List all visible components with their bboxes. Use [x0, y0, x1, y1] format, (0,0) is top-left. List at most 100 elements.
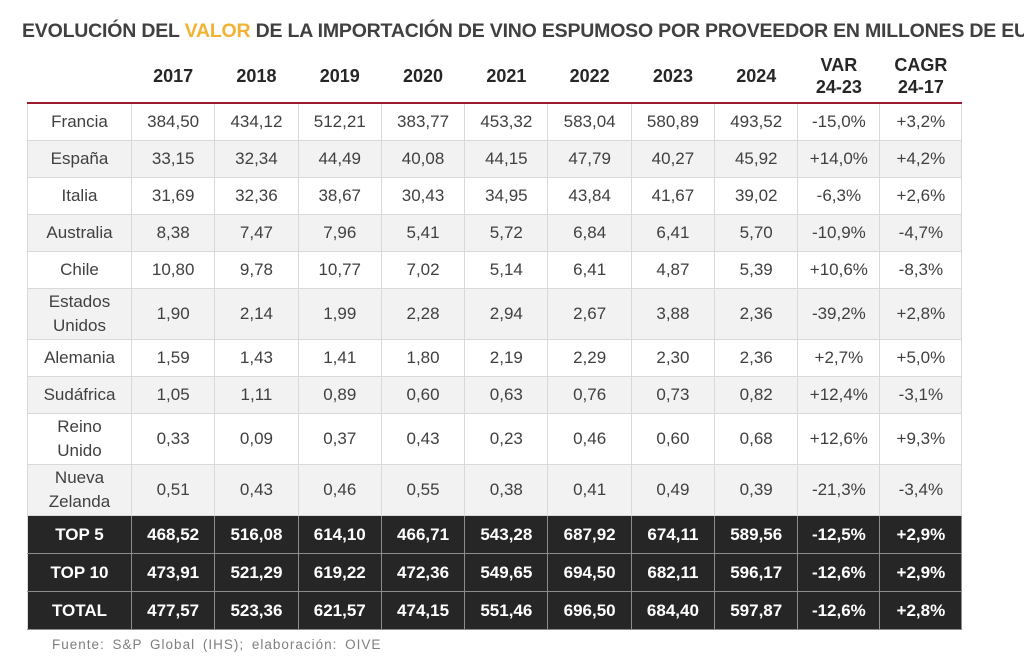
value-cell: 0,60 [381, 376, 466, 414]
total-label: TOP 5 [27, 515, 132, 554]
value-cell: 38,67 [298, 177, 382, 215]
value-cell: 2,28 [381, 288, 466, 340]
country-label-line: Alemania [44, 348, 115, 367]
value-cell: 1,05 [131, 376, 216, 414]
value-cell: 0,51 [131, 464, 216, 516]
value-cell: 2,67 [547, 288, 632, 340]
country-label-line: Chile [60, 260, 99, 279]
country-label: Nueva Zelanda [27, 464, 132, 516]
country-label: España [27, 140, 132, 178]
total-value-cell: 597,87 [714, 591, 799, 630]
var-cell: +12,4% [797, 376, 881, 414]
country-label: Alemania [27, 339, 132, 377]
value-cell: 0,63 [464, 376, 549, 414]
year-header: 2019 [319, 66, 360, 86]
total-value-cell: 696,50 [547, 591, 632, 630]
value-cell: 44,49 [298, 140, 382, 178]
var-header: VAR 24-23 [798, 50, 880, 103]
var-cell: -21,3% [797, 464, 881, 516]
value-cell: 40,27 [631, 140, 716, 178]
value-cell: 31,69 [131, 177, 216, 215]
value-cell: 5,41 [381, 214, 466, 252]
value-cell: 580,89 [631, 103, 716, 141]
value-cell: 0,33 [131, 413, 216, 465]
var-cell: -10,9% [797, 214, 881, 252]
country-label-line: Sudáfrica [43, 385, 116, 404]
total-value-cell: 543,28 [464, 515, 549, 554]
value-cell: 6,41 [631, 214, 716, 252]
country-label: Estados Unidos [27, 288, 132, 340]
value-cell: 583,04 [547, 103, 632, 141]
country-label-line: Francia [51, 112, 108, 131]
title-before: EVOLUCIÓN DEL [22, 20, 185, 42]
country-label-line: Unido [57, 441, 102, 460]
value-cell: 5,14 [464, 251, 549, 289]
value-cell: 7,47 [214, 214, 299, 252]
total-value-cell: 521,29 [214, 553, 299, 592]
value-cell: 8,38 [131, 214, 216, 252]
value-cell: 0,37 [298, 413, 382, 465]
var-cell: -39,2% [797, 288, 881, 340]
value-cell: 47,79 [547, 140, 632, 178]
value-cell: 2,36 [714, 339, 799, 377]
total-value-cell: 596,17 [714, 553, 799, 592]
title-highlight: VALOR [184, 20, 251, 42]
value-cell: 34,95 [464, 177, 549, 215]
value-cell: 5,70 [714, 214, 799, 252]
value-cell: 0,38 [464, 464, 549, 516]
total-value-cell: 621,57 [298, 591, 382, 630]
total-label: TOP 10 [27, 553, 132, 592]
table-row: Estados Unidos 1,90 2,14 1,99 2,28 2,94 2,67 3,8… [27, 288, 963, 340]
country-label-line: España [50, 149, 109, 168]
value-cell: 1,90 [131, 288, 216, 340]
value-cell: 39,02 [714, 177, 799, 215]
var-header-top: VAR [820, 55, 858, 75]
cagr-header-bottom: 24-17 [897, 77, 944, 97]
value-cell: 0,68 [714, 413, 799, 465]
total-value-cell: 682,11 [631, 553, 716, 592]
year-header: 2023 [652, 66, 693, 86]
cagr-cell: +9,3% [879, 413, 963, 465]
year-header: 2021 [486, 66, 527, 86]
value-cell: 0,89 [298, 376, 382, 414]
value-cell: 0,09 [214, 413, 299, 465]
var-cell: +2,7% [797, 339, 881, 377]
value-cell: 5,39 [714, 251, 799, 289]
total-value-cell: 687,92 [547, 515, 632, 554]
value-cell: 0,43 [214, 464, 299, 516]
total-label: TOTAL [27, 591, 132, 630]
total-var-cell: -12,6% [797, 591, 881, 630]
cagr-header-top: CAGR [894, 55, 948, 75]
cagr-cell: -8,3% [879, 251, 963, 289]
total-value-cell: 614,10 [298, 515, 382, 554]
country-label-line: Reino [57, 417, 102, 436]
total-value-cell: 474,15 [381, 591, 466, 630]
total-cagr-cell: +2,9% [879, 553, 963, 592]
value-cell: 32,36 [214, 177, 299, 215]
country-label: Sudáfrica [27, 376, 132, 414]
country-label-line: Estados [48, 292, 111, 311]
table-row: Reino Unido 0,33 0,09 0,37 0,43 0,23 0,46 0,60 0,… [27, 413, 963, 465]
source-note: Fuente: S&P Global (IHS); elaboración: O… [52, 637, 382, 652]
total-value-cell: 468,52 [131, 515, 216, 554]
value-cell: 41,67 [631, 177, 716, 215]
value-cell: 0,60 [631, 413, 716, 465]
value-cell: 6,84 [547, 214, 632, 252]
year-header: 2017 [153, 66, 194, 86]
total-value-cell: 523,36 [214, 591, 299, 630]
total-cagr-cell: +2,9% [879, 515, 963, 554]
table-row: Chile 10,80 9,78 10,77 7,02 5,14 6,41 4,87 5,39 +… [27, 251, 963, 289]
value-cell: 434,12 [214, 103, 299, 141]
cagr-cell: +3,2% [879, 103, 963, 141]
value-cell: 1,11 [214, 376, 299, 414]
value-cell: 0,46 [547, 413, 632, 465]
table-row: España 33,15 32,34 44,49 40,08 44,15 47,79 40,2… [27, 140, 963, 178]
table-body: Francia 384,50 434,12 512,21 383,77 453,32 583… [27, 103, 963, 630]
country-label: Australia [27, 214, 132, 252]
table-row: Alemania 1,59 1,43 1,41 1,80 2,19 2,29 2,30 2,36… [27, 339, 963, 377]
total-var-cell: -12,5% [797, 515, 881, 554]
country-label-line: Zelanda [48, 492, 111, 511]
var-cell: -15,0% [797, 103, 881, 141]
value-cell: 1,41 [298, 339, 382, 377]
value-cell: 0,73 [631, 376, 716, 414]
